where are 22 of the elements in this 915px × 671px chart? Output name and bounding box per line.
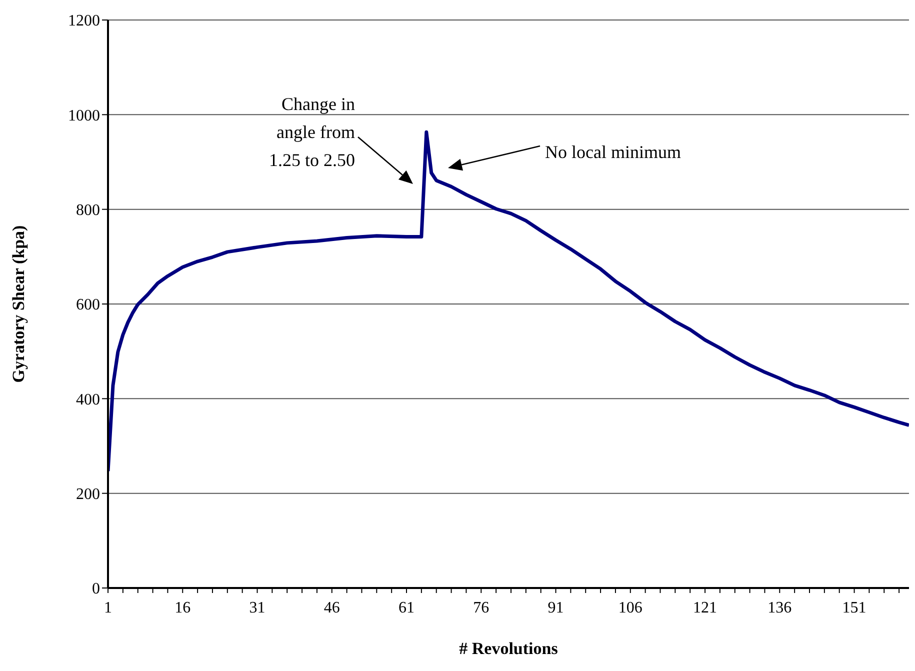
x-axis-title: # Revolutions	[459, 639, 558, 658]
y-tick-label: 400	[76, 391, 100, 408]
x-tick-label: 31	[249, 599, 266, 616]
x-tick-label: 91	[548, 599, 564, 616]
y-tick-label: 800	[76, 202, 100, 220]
annotation: No local minimum	[545, 142, 681, 162]
x-tick-label: 106	[618, 599, 642, 616]
x-tick-label: 61	[398, 599, 415, 616]
y-tick-label: 1000	[68, 107, 100, 124]
x-tick-label: 136	[768, 599, 792, 616]
x-tick-label: 151	[842, 599, 866, 616]
x-tick-label: 76	[473, 599, 490, 616]
x-tick-label: 46	[324, 599, 340, 616]
annotation: Change in angle from 1.25 to 2.50	[268, 94, 355, 170]
y-axis-title: Gyratory Shear (kpa)	[9, 225, 28, 383]
y-tick-label: 0	[92, 580, 100, 598]
x-tick-label: 1	[104, 599, 112, 616]
x-tick-label: 16	[174, 599, 191, 616]
y-tick-label: 200	[76, 486, 100, 504]
y-tick-label: 600	[76, 296, 100, 314]
x-tick-label: 121	[693, 599, 718, 616]
y-tick-label: 1200	[68, 12, 100, 30]
